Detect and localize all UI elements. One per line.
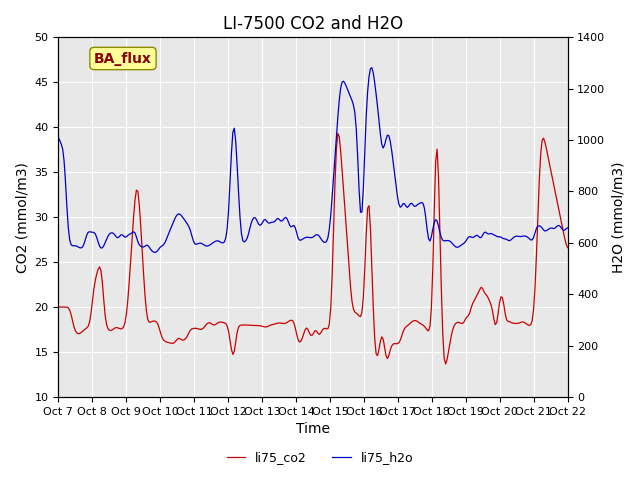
li75_h2o (368, 65, 376, 71)
li75_h2o (233, 162, 241, 168)
li75_co2 (538, 138, 546, 144)
li75_h2o (151, 250, 159, 255)
li75_h2o (54, 135, 62, 141)
Text: BA_flux: BA_flux (94, 51, 152, 65)
li75_h2o (538, 225, 546, 231)
li75_h2o (278, 218, 286, 224)
Y-axis label: CO2 (mmol/m3): CO2 (mmol/m3) (15, 162, 29, 273)
li75_h2o (208, 241, 216, 247)
Legend: li75_co2, li75_h2o: li75_co2, li75_h2o (221, 446, 419, 469)
li75_co2 (206, 320, 214, 326)
li75_h2o (225, 207, 232, 213)
li75_co2 (277, 320, 285, 326)
li75_h2o (117, 232, 125, 238)
Title: LI-7500 CO2 and H2O: LI-7500 CO2 and H2O (223, 15, 403, 33)
li75_co2 (334, 131, 342, 136)
Y-axis label: H2O (mmol/m3): H2O (mmol/m3) (611, 161, 625, 273)
li75_co2 (223, 323, 231, 329)
Line: li75_h2o: li75_h2o (58, 68, 568, 252)
X-axis label: Time: Time (296, 422, 330, 436)
li75_co2 (442, 361, 449, 367)
li75_h2o (564, 225, 572, 231)
li75_co2 (564, 245, 572, 251)
li75_co2 (232, 339, 239, 345)
li75_co2 (54, 304, 62, 310)
Line: li75_co2: li75_co2 (58, 133, 568, 364)
li75_co2 (117, 326, 125, 332)
